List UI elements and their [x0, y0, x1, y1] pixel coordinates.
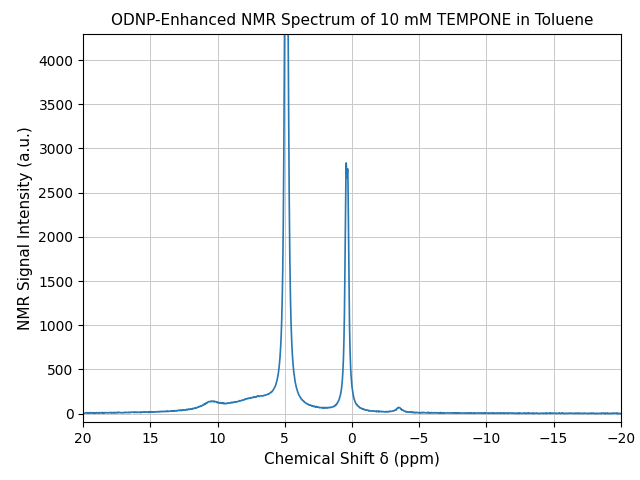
Y-axis label: NMR Signal Intensity (a.u.): NMR Signal Intensity (a.u.) [18, 126, 33, 330]
X-axis label: Chemical Shift δ (ppm): Chemical Shift δ (ppm) [264, 452, 440, 467]
Title: ODNP-Enhanced NMR Spectrum of 10 mM TEMPONE in Toluene: ODNP-Enhanced NMR Spectrum of 10 mM TEMP… [111, 13, 593, 28]
